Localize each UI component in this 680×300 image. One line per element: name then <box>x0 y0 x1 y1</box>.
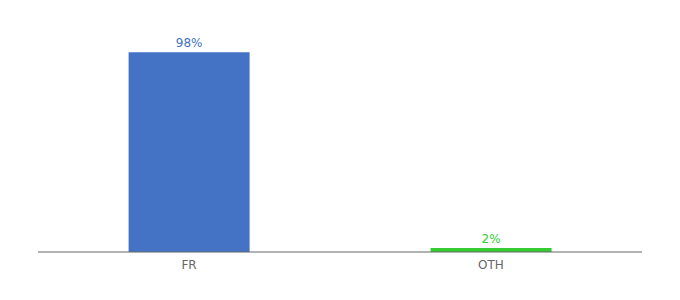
svg-text:OTH: OTH <box>478 258 504 272</box>
svg-text:2%: 2% <box>482 232 501 246</box>
svg-text:FR: FR <box>181 258 196 272</box>
svg-text:98%: 98% <box>176 36 203 50</box>
